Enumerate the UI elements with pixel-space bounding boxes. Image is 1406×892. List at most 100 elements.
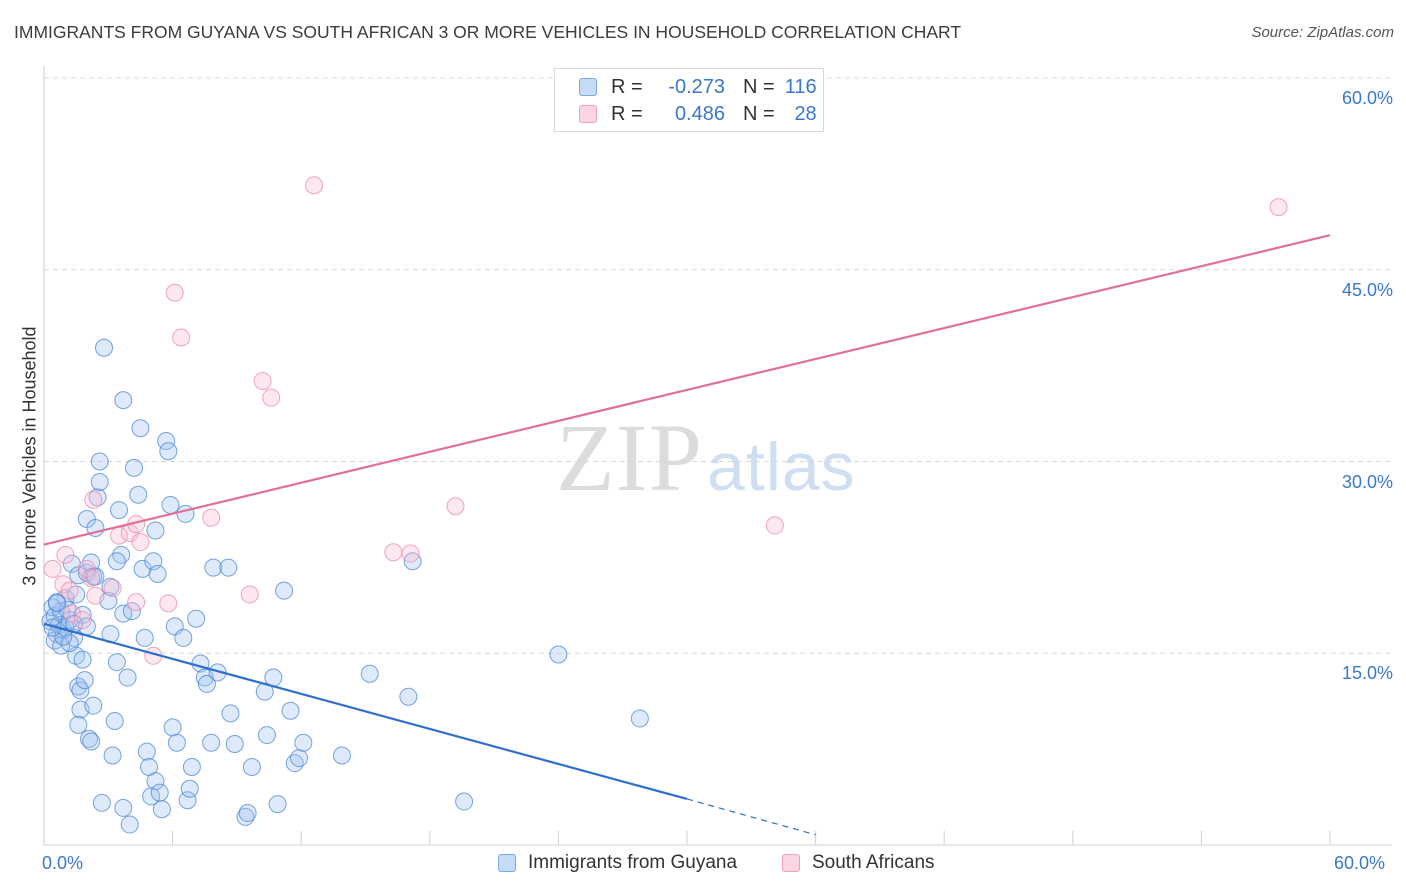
point-guyana [146,521,165,540]
point-south-african [84,490,103,509]
legend-row-guyana: R = -0.273 N = 116 [579,74,817,100]
legend-n-value: 116 [784,75,817,98]
point-guyana [630,709,649,728]
point-guyana [178,791,197,810]
trend-line-guyana [43,622,688,801]
point-south-african [165,283,184,302]
point-guyana [197,674,216,693]
point-guyana [204,558,223,577]
point-guyana [148,564,167,583]
point-south-african [77,559,96,578]
point-guyana [82,732,101,751]
point-guyana [131,419,150,438]
point-guyana [163,718,182,737]
point-south-african [103,579,122,598]
legend-n-label: N = [743,102,775,125]
x-tick-label-min: 0.0% [42,853,84,873]
point-south-african [202,508,221,527]
point-guyana [187,609,206,628]
legend-n-label: N = [743,75,775,98]
watermark-zip: ZIP [556,404,703,511]
point-south-african [82,568,101,587]
point-guyana [174,628,193,647]
point-south-african [62,604,81,623]
bottom-legend-label-south-african: South Africans [812,852,935,873]
legend-r-value: 0.486 [674,102,725,125]
point-guyana [118,668,137,687]
point-south-african [127,593,146,612]
y-tick-label: 45.0% [1341,279,1393,300]
point-guyana [71,681,90,700]
point-guyana [176,504,195,523]
x-tick-label-max: 60.0% [1334,853,1386,873]
legend-swatch-south-african [579,105,597,123]
point-guyana [60,634,79,653]
point-guyana [257,726,276,745]
bottom-legend-swatch-south-african [782,854,800,872]
point-south-african [172,328,191,347]
point-south-african [56,545,75,564]
point-guyana [159,442,178,461]
legend-swatch-guyana [579,78,597,96]
watermark: ZIPatlas [556,402,856,513]
point-guyana [455,792,474,811]
point-guyana [399,687,418,706]
point-south-african [159,594,178,613]
point-guyana [202,733,221,752]
point-guyana [221,704,240,723]
point-guyana [167,733,186,752]
point-guyana [75,671,94,690]
point-south-african [1269,198,1288,217]
point-guyana [549,645,568,664]
point-guyana [146,772,165,791]
point-guyana [332,746,351,765]
stats-legend: R = -0.273 N = 116 R = 0.486 N = 28 [554,68,824,132]
point-guyana [107,653,126,672]
point-guyana [90,452,109,471]
point-guyana [110,501,129,520]
point-south-african [384,543,403,562]
y-tick-label: 30.0% [1341,471,1393,492]
point-south-african [262,388,281,407]
point-guyana [238,804,257,823]
point-guyana [47,594,66,613]
point-guyana [294,733,313,752]
y-tick-label: 15.0% [1341,663,1393,684]
point-south-african [86,586,105,605]
point-guyana [152,800,171,819]
watermark-atlas: atlas [707,429,856,505]
chart-title: IMMIGRANTS FROM GUYANA VS SOUTH AFRICAN … [14,22,962,42]
point-guyana [264,668,283,687]
point-south-african [446,497,465,516]
point-guyana [242,758,261,777]
point-guyana [125,458,144,477]
point-guyana [137,742,156,761]
point-guyana [281,701,300,720]
point-guyana [122,602,141,621]
legend-row-south-african: R = 0.486 N = 28 [579,101,817,127]
point-south-african [240,585,259,604]
point-guyana [73,650,92,669]
point-guyana [95,338,114,357]
source-label: Source: ZipAtlas.com [1251,24,1394,41]
point-guyana [107,552,126,571]
point-guyana [84,696,103,715]
point-south-african [131,533,150,552]
point-guyana [129,485,148,504]
point-guyana [268,795,287,814]
y-tick-label: 60.0% [1341,88,1393,108]
bottom-legend-guyana: Immigrants from Guyana [498,852,737,874]
point-guyana [69,715,88,734]
point-guyana [403,552,422,571]
point-guyana [275,581,294,600]
point-guyana [114,391,133,410]
point-guyana [114,798,133,817]
point-guyana [180,779,199,798]
point-guyana [225,735,244,754]
legend-n-value: 28 [794,102,817,125]
point-south-african [253,371,272,390]
bottom-legend-south-african: South Africans [782,852,935,874]
bottom-legend-label-guyana: Immigrants from Guyana [528,852,738,873]
legend-r-label: R = [611,102,643,125]
